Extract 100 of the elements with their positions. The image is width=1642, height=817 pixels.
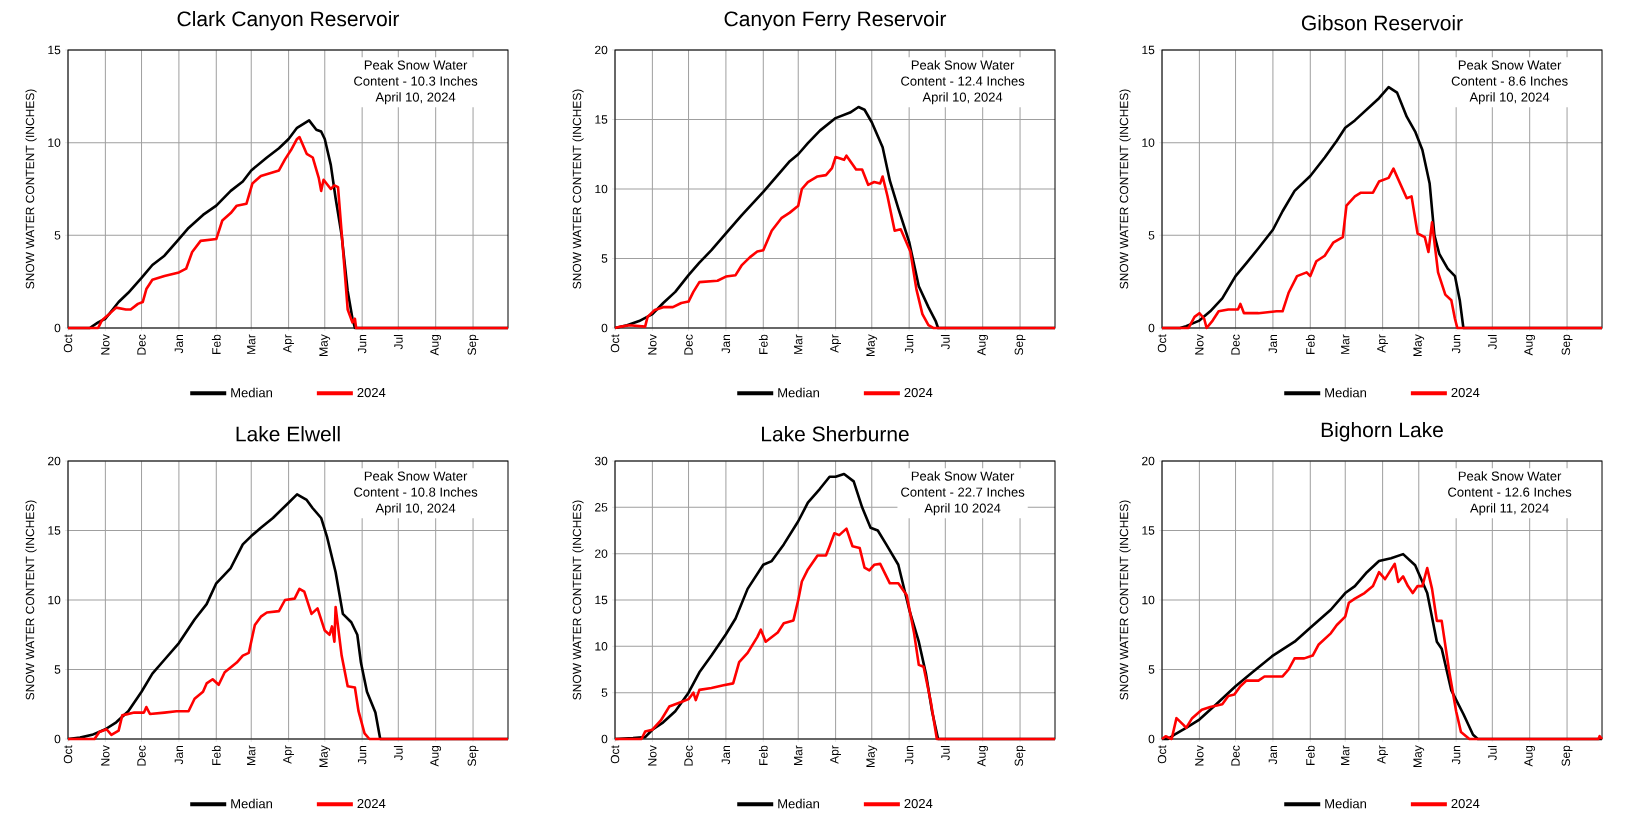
chart-title: Gibson Reservoir	[1301, 15, 1463, 31]
chart-title: Bighorn Lake	[1321, 421, 1443, 442]
y-tick-label: 20	[595, 549, 608, 558]
y-tick-label: 15	[48, 526, 61, 535]
x-tick-label: Oct	[63, 334, 73, 353]
x-tick-label: Jul	[393, 746, 403, 761]
y-tick-label: 20	[595, 45, 608, 55]
x-tick-label: May	[319, 334, 331, 356]
x-tick-label: Mar	[247, 745, 256, 765]
legend-label: 2024	[1451, 798, 1480, 809]
y-axis-title: SNOW WATER CONTENT (INCHES)	[1119, 500, 1131, 700]
y-tick-label: 5	[601, 688, 608, 697]
x-tick-label: Dec	[137, 745, 146, 766]
x-tick-label: May	[866, 745, 878, 767]
y-tick-label: 10	[1142, 595, 1155, 605]
annotation: Content - 12.4 Inches	[901, 76, 1025, 86]
x-tick-label: Jun	[357, 745, 367, 765]
x-tick-label: Aug	[977, 745, 989, 767]
x-tick-label: Feb	[211, 745, 221, 765]
x-tick-label: Jan	[174, 745, 184, 765]
x-tick-label: Jan	[174, 334, 184, 354]
x-tick-label: Jan	[721, 334, 731, 354]
x-tick-label: Nov	[101, 334, 110, 355]
annotation: Peak Snow Water	[911, 471, 1015, 481]
x-tick-label: Dec	[684, 334, 693, 355]
legend-label: Median	[231, 387, 272, 398]
annotation: Content - 8.6 Inches	[1451, 76, 1568, 86]
x-tick-label: Feb	[758, 745, 768, 765]
y-tick-label: 15	[1142, 45, 1155, 55]
x-tick-label: May	[1413, 745, 1425, 767]
y-tick-label: 0	[1148, 734, 1155, 744]
y-axis-title: SNOW WATER CONTENT (INCHES)	[1119, 89, 1131, 289]
y-tick-label: 15	[48, 45, 61, 55]
line-series	[613, 527, 1057, 741]
x-tick-label: Nov	[648, 334, 657, 355]
annotation: April 10, 2024	[922, 92, 1003, 105]
x-tick-label: Jan	[721, 745, 731, 765]
annotation: Peak Snow Water	[364, 471, 468, 481]
line-series	[66, 587, 510, 741]
x-tick-label: May	[319, 745, 331, 767]
y-tick-label: 10	[48, 138, 61, 147]
x-tick-label: Jun	[904, 334, 914, 354]
y-tick-label: 0	[54, 734, 61, 744]
annotation: Content - 12.6 Inches	[1448, 487, 1572, 497]
x-tick-label: Apr	[830, 745, 841, 764]
x-tick-label: Mar	[794, 745, 803, 765]
x-tick-label: Feb	[211, 334, 221, 354]
annotation: Peak Snow Water	[364, 60, 468, 70]
legend-label: 2024	[904, 798, 933, 809]
x-tick-label: Dec	[1231, 334, 1240, 355]
x-tick-label: Oct	[610, 745, 620, 764]
annotation: April 10, 2024	[1469, 92, 1550, 105]
y-tick-label: 20	[48, 456, 61, 466]
x-tick-label: Jun	[904, 745, 914, 765]
x-tick-label: Mar	[1341, 334, 1350, 354]
x-tick-label: Dec	[684, 745, 693, 766]
x-tick-label: Dec	[1231, 745, 1240, 766]
x-tick-label: Jun	[1451, 745, 1461, 765]
x-tick-label: Mar	[1341, 745, 1350, 765]
x-tick-label: Sep	[1014, 334, 1026, 355]
line-series	[1160, 167, 1604, 330]
y-tick-label: 10	[48, 595, 61, 605]
annotation: April 10, 2024	[375, 92, 456, 105]
x-tick-label: Jul	[393, 335, 403, 350]
legend-label: Median	[231, 798, 272, 809]
annotation: Peak Snow Water	[911, 60, 1015, 70]
x-tick-label: Jan	[1268, 334, 1278, 354]
x-tick-label: Sep	[1561, 334, 1573, 355]
legend-label: Median	[1325, 387, 1367, 398]
legend-label: 2024	[1451, 387, 1480, 398]
y-tick-label: 10	[1142, 138, 1155, 147]
y-tick-label: 20	[1142, 456, 1155, 466]
x-tick-label: May	[1413, 334, 1425, 356]
annotation: April 10 2024	[924, 503, 1001, 516]
x-tick-label: Mar	[247, 334, 256, 354]
x-tick-label: Nov	[648, 745, 657, 766]
y-axis-title: SNOW WATER CONTENT (INCHES)	[25, 89, 37, 289]
x-tick-label: Jun	[357, 334, 367, 354]
legend-label: 2024	[357, 387, 386, 398]
y-tick-label: 25	[595, 503, 608, 512]
legend-label: Median	[778, 387, 820, 398]
annotation: April 11, 2024	[1470, 503, 1549, 516]
x-tick-label: Aug	[1524, 334, 1536, 356]
line-series	[613, 154, 1057, 330]
x-tick-label: Aug	[1524, 745, 1536, 767]
y-tick-label: 0	[54, 323, 61, 333]
y-tick-label: 0	[601, 323, 608, 333]
x-tick-label: May	[866, 334, 878, 356]
x-tick-label: Sep	[1014, 745, 1026, 766]
annotation: Content - 22.7 Inches	[901, 487, 1025, 497]
x-tick-label: Aug	[430, 745, 442, 767]
x-tick-label: Feb	[1305, 745, 1315, 765]
y-axis-title: SNOW WATER CONTENT (INCHES)	[572, 89, 584, 289]
x-tick-label: Apr	[283, 334, 294, 353]
x-tick-label: Oct	[1157, 334, 1167, 353]
chart-title: Lake Sherburne	[762, 426, 909, 442]
y-tick-label: 5	[1148, 231, 1155, 240]
y-tick-label: 10	[595, 642, 608, 651]
x-tick-label: Sep	[1561, 745, 1573, 766]
y-tick-label: 5	[54, 665, 61, 674]
